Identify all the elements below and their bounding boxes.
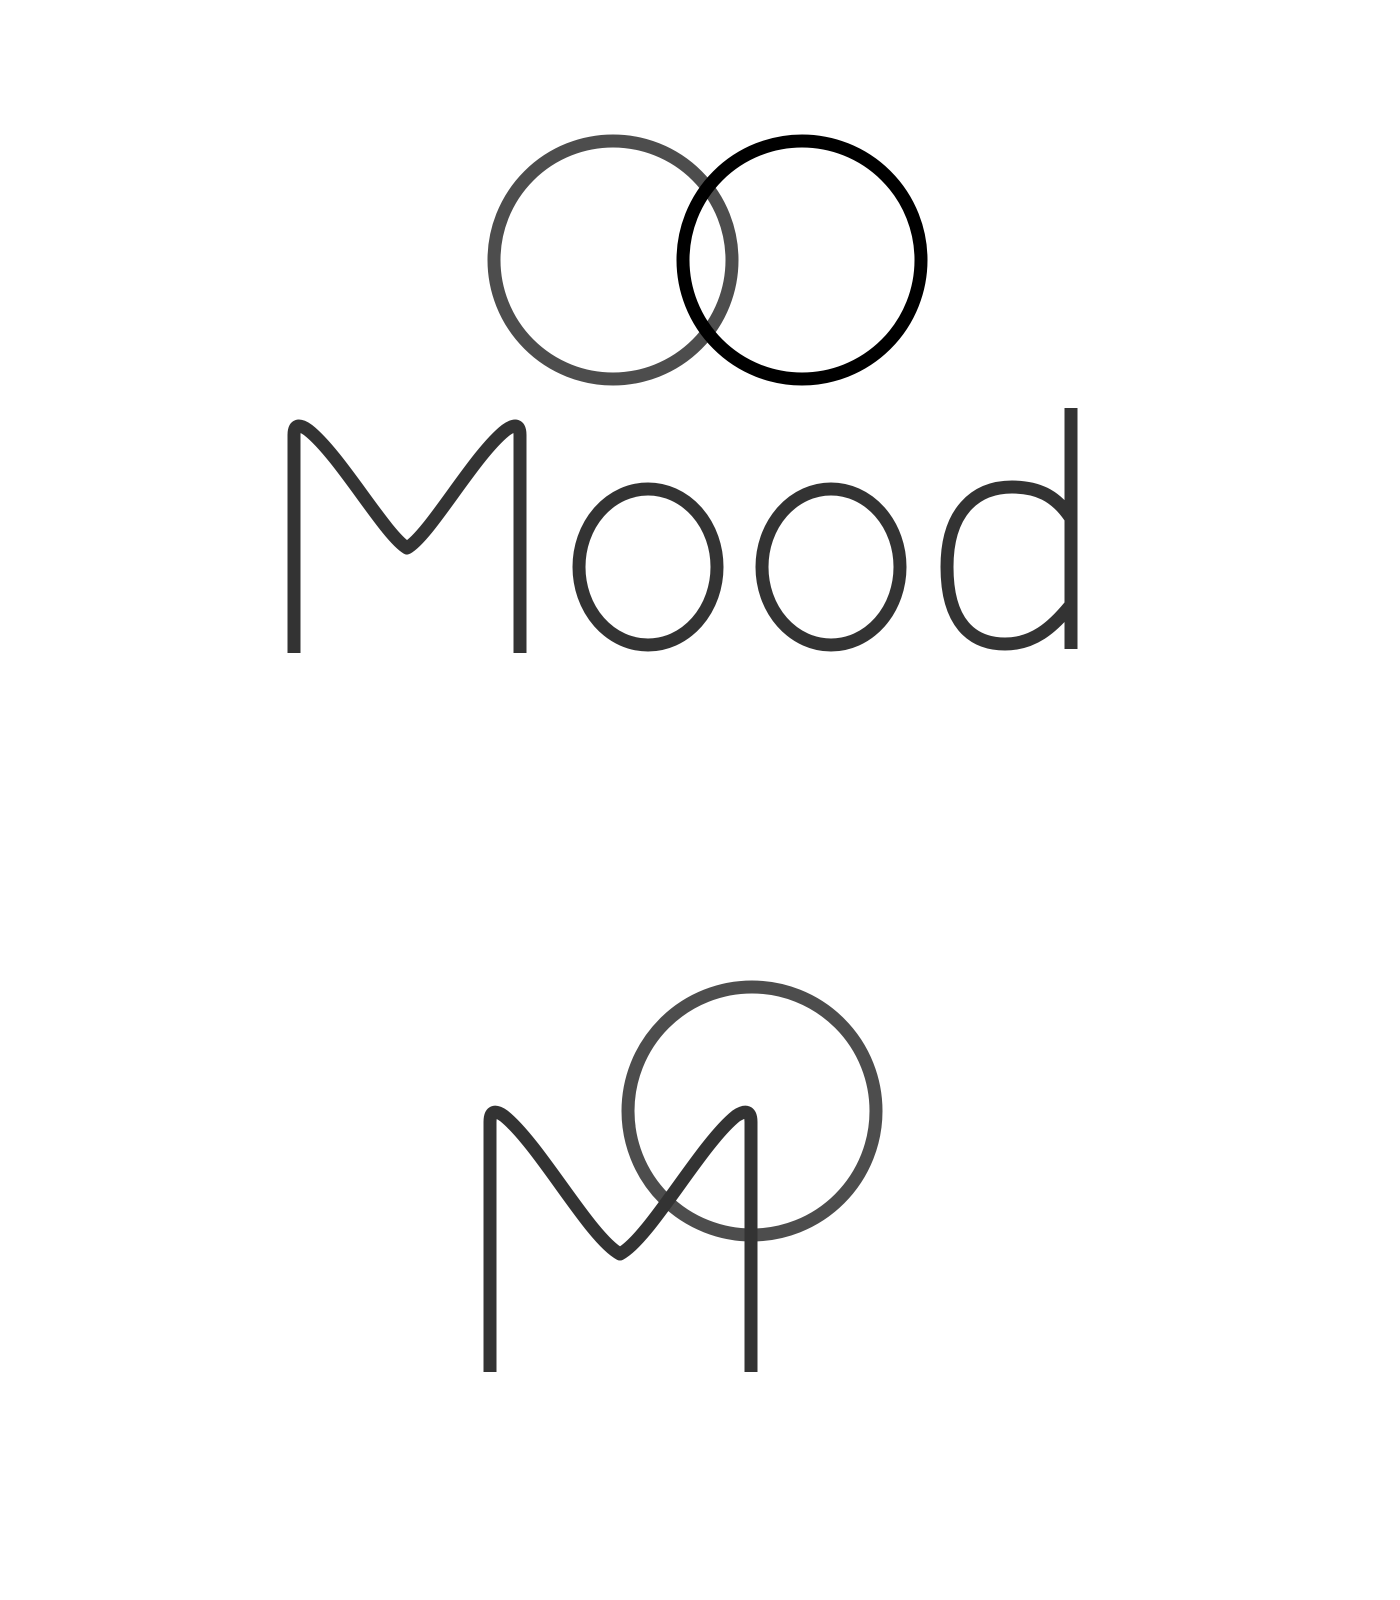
interlocking-rings-icon [487,134,928,386]
monogram-letter-m-icon [483,1105,758,1372]
right-ring-icon [676,134,928,386]
wordmark-mood [287,408,1078,653]
left-ring-icon [487,134,739,386]
wordmark-letter-m-icon [287,419,527,653]
wordmark-letter-o2-icon [755,482,907,652]
primary-logo [287,134,1078,653]
monogram-logo [483,980,883,1372]
wordmark-letter-o1-icon [572,482,724,652]
wordmark-letter-d-bowl-icon [940,480,1076,651]
